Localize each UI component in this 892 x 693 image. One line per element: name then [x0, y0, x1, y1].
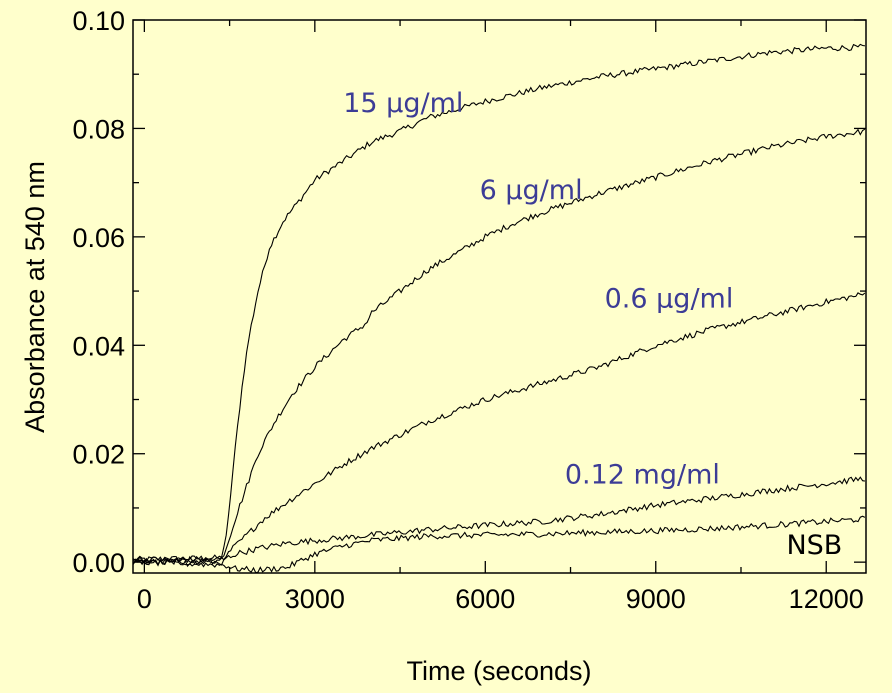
y-tick-label: 0.10	[72, 6, 125, 36]
x-axis-title: Time (seconds)	[406, 656, 591, 686]
x-tick-label: 0	[137, 584, 152, 614]
y-axis-title: Absorbance at 540 nm	[20, 161, 50, 433]
tick-marks	[133, 19, 866, 573]
x-tick-label: 6000	[455, 584, 515, 614]
series-label-1: 6 µg/ml	[480, 175, 583, 206]
x-tick-label: 12000	[789, 584, 864, 614]
y-tick-label: 0.02	[72, 440, 125, 470]
series-label-2: 0.6 µg/ml	[605, 283, 734, 314]
plot-frame	[132, 19, 867, 574]
series-labels: 15 µg/ml 6 µg/ml 0.6 µg/ml 0.12 mg/ml NSB	[343, 88, 842, 561]
x-tick-label: 3000	[285, 584, 345, 614]
series-line-0	[132, 43, 865, 563]
series-line-2	[132, 292, 866, 566]
series-label-3: 0.12 mg/ml	[565, 460, 720, 491]
series-label-4: NSB	[786, 530, 842, 561]
y-tick-label: 0.08	[72, 114, 125, 144]
series-lines	[132, 43, 866, 574]
y-tick-label: 0.00	[72, 548, 125, 578]
y-tick-label: 0.04	[72, 331, 125, 361]
series-line-4	[132, 515, 866, 574]
y-tick-label: 0.06	[72, 223, 125, 253]
x-tick-label: 9000	[626, 584, 686, 614]
series-line-1	[132, 128, 866, 566]
series-label-0: 15 µg/ml	[343, 88, 463, 119]
tick-labels: 0 3000 6000 9000 12000 0.00 0.02 0.04 0.06 0.08 0.…	[72, 6, 863, 614]
series-line-3	[132, 476, 865, 564]
